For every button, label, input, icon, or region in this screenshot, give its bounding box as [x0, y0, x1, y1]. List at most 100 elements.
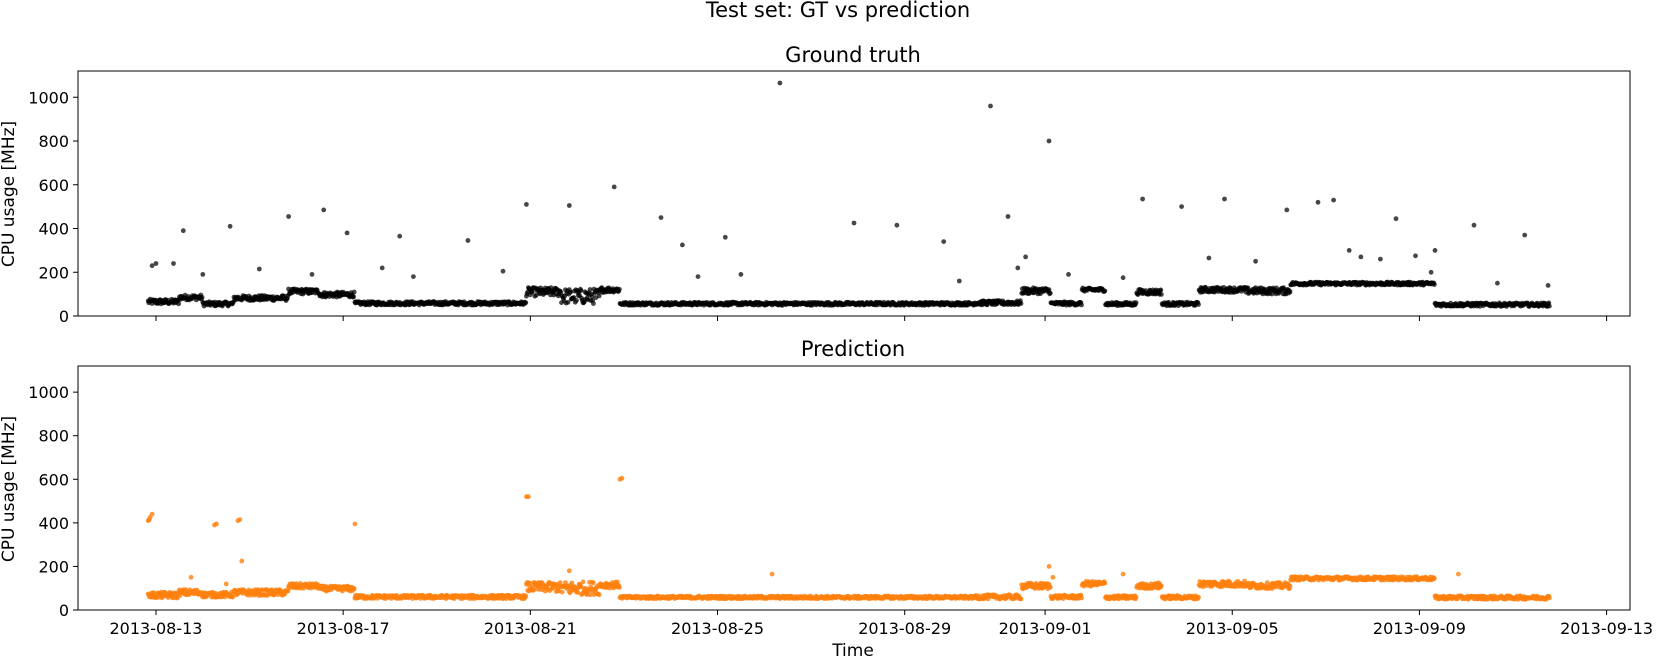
outlier-point [1495, 280, 1500, 286]
outlier-point [214, 521, 219, 527]
data-point [199, 294, 205, 300]
x-tick-label: 2013-09-05 [1186, 619, 1279, 638]
data-point [615, 579, 620, 585]
y-tick-label: 400 [38, 514, 69, 533]
outlier-point [397, 233, 403, 239]
data-point [1159, 583, 1164, 589]
outlier-point [237, 517, 243, 522]
outlier-point [352, 521, 358, 527]
outlier-point [200, 272, 206, 277]
x-tick-label: 2013-08-21 [484, 619, 577, 638]
outlier-point [526, 494, 531, 500]
outlier-point [379, 265, 385, 271]
ground-truth-plot-area: 0 200 400 600 800 1000 [28, 70, 1631, 326]
data-point [1432, 576, 1437, 581]
data-point [563, 580, 568, 585]
y-tick-label: 800 [38, 427, 69, 446]
prediction-ylabel: CPU usage [MHz] [0, 416, 19, 562]
ground-truth-ylabel: CPU usage [MHz] [0, 121, 19, 267]
outlier-point [722, 234, 728, 240]
outlier-point [1050, 574, 1056, 580]
data-point [1432, 282, 1437, 287]
outlier-point [1253, 258, 1258, 264]
data-point [527, 580, 533, 586]
data-point [1159, 292, 1164, 297]
y-tick-label: 0 [59, 601, 69, 620]
data-point [596, 293, 602, 299]
outlier-point [1284, 207, 1290, 213]
outlier-point [146, 517, 152, 522]
scatter-points [145, 475, 1552, 602]
data-point [1287, 289, 1293, 295]
outlier-point [1331, 197, 1336, 203]
data-point [578, 288, 584, 293]
outlier-point [1358, 254, 1364, 260]
data-point [1196, 302, 1201, 307]
outlier-point [566, 203, 572, 208]
data-point [1196, 594, 1201, 600]
data-point [529, 289, 535, 295]
data-point [596, 592, 602, 598]
outlier-point [851, 220, 857, 226]
data-point [1133, 300, 1139, 305]
prediction-plot-area: 0 200 400 600 800 1000 [28, 365, 1631, 620]
data-point [1158, 287, 1164, 293]
data-point [578, 584, 584, 589]
data-point [569, 580, 575, 586]
y-tick-label: 600 [38, 470, 69, 489]
x-tick-label: 2013-08-17 [297, 619, 390, 638]
outlier-point [180, 228, 186, 234]
x-tick-label: 2013-09-01 [999, 619, 1092, 638]
outlier-point [658, 215, 664, 221]
outlier-point [566, 568, 572, 574]
data-point [557, 580, 563, 585]
outlier-point [1522, 232, 1528, 238]
data-point [285, 588, 291, 594]
outlier-point [171, 261, 176, 266]
outlier-point [988, 103, 993, 109]
data-point [351, 289, 357, 295]
plot-frame [77, 70, 1631, 317]
data-point [574, 298, 579, 303]
ground-truth-title: Ground truth [785, 43, 921, 67]
outlier-point [1005, 214, 1011, 219]
outlier-point [344, 230, 350, 236]
outlier-point [1206, 255, 1212, 261]
data-point [176, 301, 182, 307]
y-tick-label: 600 [38, 176, 69, 195]
outlier-point [695, 274, 701, 279]
outlier-point [1432, 248, 1438, 253]
outlier-point [1428, 269, 1434, 275]
x-tick-label: 2013-08-29 [858, 619, 951, 638]
x-axis-ticks: 2013-08-13 2013-08-17 2013-08-21 2013-08-25… [109, 619, 1653, 638]
data-point [568, 289, 573, 295]
outlier-point [227, 223, 233, 229]
data-point [1547, 595, 1552, 601]
outlier-point [769, 571, 775, 577]
outlier-point [1015, 265, 1021, 271]
outlier-point [777, 80, 783, 86]
outlier-point [153, 261, 159, 266]
data-point [1133, 594, 1139, 600]
outlier-point [1120, 275, 1126, 281]
data-point [589, 294, 595, 299]
x-tick-label: 2013-09-13 [1560, 619, 1653, 638]
data-point [1079, 302, 1084, 308]
data-point [580, 579, 586, 585]
y-tick-label: 800 [38, 132, 69, 151]
outlier-point [524, 202, 529, 207]
data-point [591, 580, 596, 586]
y-tick-label: 0 [59, 307, 69, 326]
outlier-point [1545, 283, 1551, 288]
plot-frame [77, 365, 1631, 611]
outlier-point [223, 581, 229, 587]
x-tick-label: 2013-09-09 [1373, 619, 1466, 638]
x-tick-label: 2013-08-13 [109, 619, 202, 638]
x-tick-label: 2013-08-25 [671, 619, 764, 638]
outlier-point [1179, 204, 1184, 210]
outlier-point [321, 207, 327, 213]
prediction-title: Prediction [801, 337, 905, 361]
outlier-point [188, 574, 194, 580]
data-point [523, 594, 529, 599]
